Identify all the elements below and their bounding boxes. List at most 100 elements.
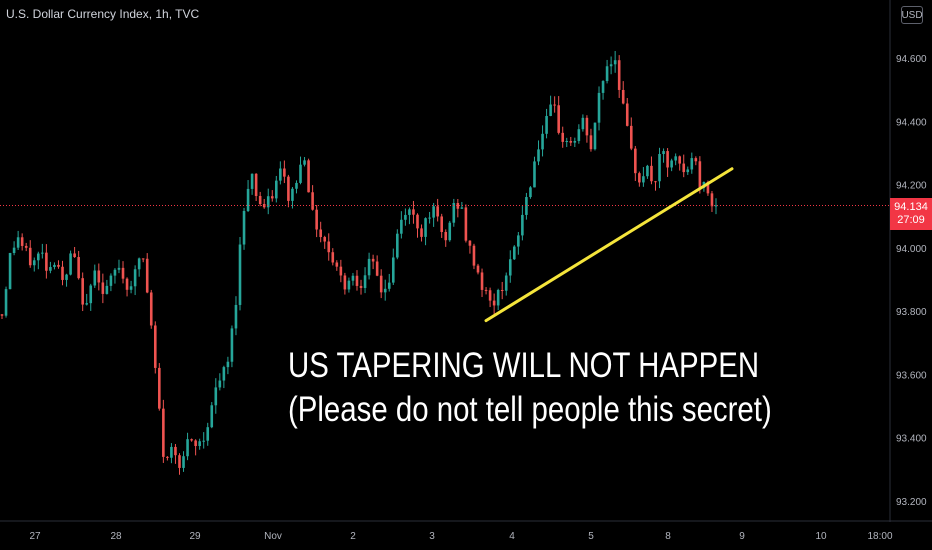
- candle-body: [97, 270, 101, 283]
- candle-body: [254, 173, 258, 196]
- candle-body: [629, 125, 633, 149]
- candle-body: [53, 264, 56, 268]
- candle-body: [226, 361, 230, 368]
- x-tick-label: Nov: [264, 531, 282, 542]
- candle-body: [20, 237, 24, 246]
- candle-body: [45, 252, 48, 271]
- candle-body: [61, 266, 64, 280]
- candle-body: [593, 122, 597, 150]
- candle-body: [65, 274, 68, 280]
- candle-body: [561, 132, 565, 142]
- symbol-title: U.S. Dollar Currency Index, 1h, TVC: [6, 7, 200, 21]
- candle-body: [408, 209, 411, 215]
- candle-body: [521, 214, 524, 236]
- candle-body: [436, 206, 439, 217]
- candle-body: [291, 188, 294, 201]
- candle-body: [646, 165, 649, 177]
- candle-body: [476, 265, 480, 273]
- y-tick-label: 93.600: [896, 370, 927, 381]
- candle-body: [283, 168, 286, 177]
- candle-body: [109, 275, 113, 286]
- candle-body: [230, 328, 234, 362]
- candle-body: [299, 164, 302, 183]
- candle-body: [577, 129, 581, 141]
- x-tick-label: 9: [739, 531, 745, 542]
- candle-body: [266, 196, 270, 208]
- candle-body: [343, 275, 347, 290]
- x-tick-label: 2: [350, 531, 356, 542]
- x-tick-label: 29: [189, 531, 201, 542]
- candle-body: [674, 156, 677, 161]
- price-axis: 94.600 94.400 94.200 94.000 93.800 93.600 93.4…: [896, 54, 927, 508]
- candle-body: [573, 140, 577, 143]
- candle-body: [613, 60, 617, 65]
- candle-body: [448, 222, 452, 241]
- y-tick-label: 94.200: [896, 181, 927, 192]
- candle-body: [323, 237, 327, 242]
- candle-body: [275, 180, 278, 199]
- candle-body: [202, 440, 205, 442]
- candle-body: [218, 380, 222, 388]
- candle-body: [379, 275, 383, 293]
- candle-body: [250, 173, 254, 189]
- candle-body: [714, 205, 718, 207]
- candle-body: [170, 446, 173, 458]
- y-tick-label: 93.400: [896, 434, 927, 445]
- candle-body: [391, 257, 395, 283]
- currency-button[interactable]: USD: [901, 6, 923, 24]
- candle-body: [303, 160, 306, 165]
- candle-body: [137, 258, 141, 270]
- candles: [0, 50, 718, 475]
- candle-body: [387, 282, 391, 289]
- candle-body: [89, 285, 93, 304]
- candle-body: [113, 269, 117, 276]
- candle-body: [492, 300, 496, 306]
- candle-body: [319, 229, 322, 238]
- candle-body: [363, 275, 367, 288]
- candle-body: [428, 217, 431, 219]
- candle-body: [480, 272, 484, 290]
- candle-body: [452, 203, 456, 223]
- candle-body: [609, 64, 613, 67]
- candle-body: [73, 253, 76, 258]
- candle-body: [634, 148, 637, 174]
- candle-body: [125, 278, 129, 290]
- candle-body: [174, 446, 177, 456]
- x-tick-label: 8: [665, 531, 671, 542]
- candle-body: [642, 176, 645, 183]
- candle-body: [682, 163, 686, 173]
- candle-body: [367, 258, 371, 276]
- candle-body: [279, 168, 282, 181]
- candle-body: [101, 282, 105, 294]
- candle-body: [57, 264, 60, 267]
- trendline[interactable]: [484, 167, 734, 323]
- candle-body: [16, 237, 20, 248]
- candle-body: [565, 140, 569, 142]
- candle-body: [355, 275, 359, 286]
- y-tick-label: 94.400: [896, 117, 927, 128]
- candle-body: [49, 267, 52, 271]
- candle-body: [129, 286, 133, 290]
- candle-body: [678, 156, 681, 164]
- candle-body: [601, 81, 605, 93]
- x-tick-label: 27: [29, 531, 41, 542]
- candle-body: [375, 261, 379, 276]
- candle-body: [440, 216, 443, 232]
- y-tick-label: 93.200: [896, 497, 927, 508]
- candle-body: [105, 285, 109, 294]
- candle-body: [287, 176, 290, 201]
- candle-body: [557, 105, 560, 133]
- text-annotation[interactable]: US TAPERING WILL NOT HAPPEN (Please do n…: [288, 344, 772, 432]
- candle-body: [529, 187, 532, 198]
- candle-body: [400, 219, 403, 234]
- candle-body: [339, 266, 343, 276]
- candle-body: [468, 240, 472, 246]
- x-tick-label: 18:00: [867, 531, 892, 542]
- candle-body: [331, 252, 335, 263]
- annotation-line-2: (Please do not tell people this secret): [288, 390, 772, 429]
- candle-body: [654, 181, 657, 183]
- candle-body: [311, 192, 314, 210]
- candle-body: [484, 289, 488, 291]
- candle-body: [93, 270, 97, 286]
